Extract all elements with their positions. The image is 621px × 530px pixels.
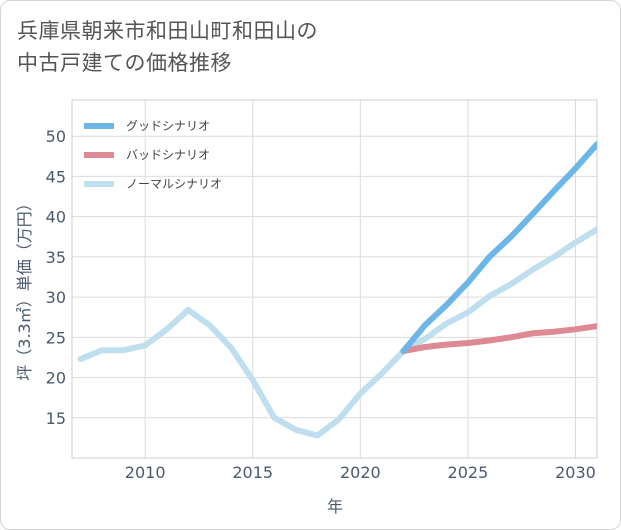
series-line-normal (77, 226, 597, 439)
y-tick-label: 30 (46, 288, 66, 307)
series-line-good (400, 141, 597, 354)
plot-frame (71, 99, 598, 459)
chart-title-line-2: 中古戸建ての価格推移 (17, 51, 232, 75)
chart-title: 兵庫県朝来市和田山町和田山の 中古戸建ての価格推移 (17, 15, 318, 79)
chart-title-line-1: 兵庫県朝来市和田山町和田山の (17, 19, 318, 43)
series-layer (77, 141, 597, 439)
x-tick-label: 2015 (232, 463, 273, 482)
y-tick-label: 25 (46, 328, 66, 347)
x-tick-label: 2020 (340, 463, 381, 482)
legend-label: グッドシナリオ (126, 119, 210, 133)
y-axis-label: 坪（3.3㎡）単価（万円） (15, 195, 34, 380)
y-tick-label: 15 (46, 409, 66, 428)
y-tick-label: 45 (46, 167, 66, 186)
y-tick-label: 35 (46, 248, 66, 267)
y-tick-label: 40 (46, 208, 66, 227)
legend-label: バッドシナリオ (126, 148, 210, 162)
y-tick-label: 50 (46, 127, 66, 146)
series-line-bad (400, 323, 597, 354)
x-tick-label: 2030 (555, 463, 596, 482)
x-axis-label: 年 (327, 497, 343, 516)
legend-label: ノーマルシナリオ (126, 177, 222, 191)
y-tick-label: 20 (46, 369, 66, 388)
x-tick-label: 2010 (125, 463, 166, 482)
x-tick-label: 2025 (448, 463, 489, 482)
